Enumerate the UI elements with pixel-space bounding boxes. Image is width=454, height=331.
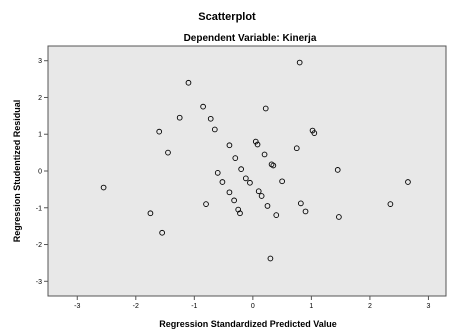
y-tick-label: 3 [38,58,42,65]
scatter-point [226,189,233,196]
y-tick-label: 1 [38,132,42,139]
x-tick-label: -2 [133,303,139,310]
x-axis-ticks: -3 -2 -1 0 1 2 3 [74,296,430,310]
y-tick-label: -1 [36,205,42,212]
y-tick-label: 2 [38,95,42,102]
x-tick-label: -3 [74,303,80,310]
scatter-point [100,184,107,191]
scatter-point [254,141,261,148]
chart-title: Scatterplot [198,11,256,23]
scatter-point [203,201,209,207]
x-tick-label: 1 [309,303,313,310]
scatter-point [176,114,183,121]
scatter-point [185,79,192,86]
scatter-point [264,203,271,209]
y-tick-label: 0 [38,169,42,176]
scatter-point [238,166,244,173]
scatter-point [231,197,237,204]
scatter-point [334,167,341,173]
y-axis-ticks: -3 -2 -1 0 1 2 3 [36,58,48,286]
scatter-point [279,178,285,185]
scatter-point [237,210,243,217]
y-tick-label: -3 [36,279,42,286]
data-points [100,59,411,262]
scatter-point [336,214,342,220]
scatter-point [159,229,165,236]
scatter-point [255,188,262,195]
chart-subtitle: Dependent Variable: Kinerja [184,33,317,44]
x-axis-label: Regression Standardized Predicted Value [159,319,337,329]
scatter-point [273,212,280,218]
scatter-point [219,179,226,185]
plot-area [47,45,447,297]
scatter-point [258,193,265,199]
scatter-point [296,59,303,66]
x-tick-label: 3 [426,303,430,310]
scatter-point [242,175,249,182]
scatter-point [311,130,318,136]
x-tick-label: 2 [368,303,372,310]
y-tick-label: -2 [36,242,42,249]
scatter-point [247,179,253,186]
scatter-point [261,151,268,158]
scatter-point [302,208,309,215]
scatter-point [405,179,411,185]
scatter-point [207,115,214,122]
scatter-point [262,105,269,112]
y-axis-label: Regression Studentized Residual [12,100,22,243]
scatter-point [226,142,233,149]
x-tick-label: 0 [251,303,255,310]
scatter-point [211,126,218,133]
scatter-point [147,210,154,217]
scatter-point [293,145,300,152]
scatter-point [200,103,206,110]
x-tick-label: -1 [191,303,197,310]
scatter-point [232,155,239,161]
scatter-point [270,162,277,169]
scatter-point [387,201,394,207]
scatter-point [165,149,171,156]
scatter-point [156,128,163,135]
scatter-point [267,255,274,262]
scatter-point [252,138,259,145]
scatter-point [297,200,304,207]
scatter-point [214,169,221,176]
